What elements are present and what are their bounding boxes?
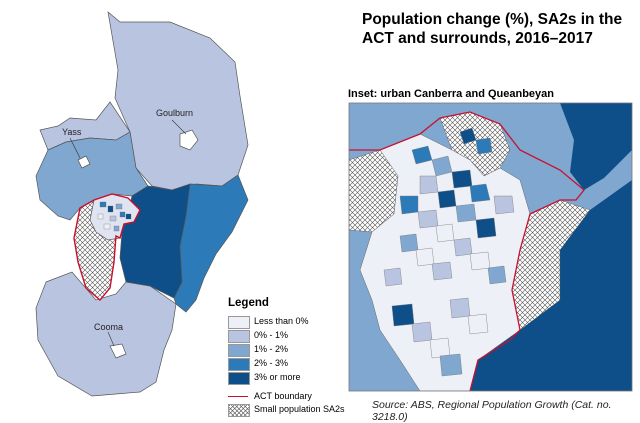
town-label-yass: Yass xyxy=(62,127,82,137)
town-markers xyxy=(77,129,199,359)
inset-sa2-tiles xyxy=(383,127,515,377)
hatch-pattern-icon xyxy=(228,404,250,417)
legend-swatch xyxy=(228,372,250,385)
town-label-cooma: Cooma xyxy=(94,322,124,332)
act-boundary-main xyxy=(73,193,141,301)
map-title: Population change (%), SA2s in the ACT a… xyxy=(362,11,623,47)
act-boundary-line-icon xyxy=(228,396,248,397)
inset-southeast-dark xyxy=(470,180,632,391)
regional-map xyxy=(35,11,249,397)
inset-frame xyxy=(348,102,633,392)
yass-town-area xyxy=(77,155,91,169)
legend-title: Legend xyxy=(228,297,269,309)
legend-label: 3% or more xyxy=(254,372,301,382)
region-cooma xyxy=(35,271,177,397)
region-palerang-east xyxy=(173,174,249,313)
town-leader-lines xyxy=(69,119,187,347)
legend-swatch xyxy=(228,358,250,371)
act-urban-detail xyxy=(97,201,132,232)
legend-swatch xyxy=(228,344,250,357)
legend-label: 2% - 3% xyxy=(254,358,289,368)
legend-label: 0% - 1% xyxy=(254,330,289,340)
inset-label: Inset: urban Canberra and Queanbeyan xyxy=(348,88,554,100)
act-boundary-inset xyxy=(349,111,585,391)
source-note: Source: ABS, Regional Population Growth … xyxy=(372,399,612,423)
inset-northeast-dark xyxy=(560,103,632,190)
inset-map xyxy=(349,103,632,391)
goulburn-town-area xyxy=(179,129,199,151)
legend-swatch xyxy=(228,330,250,343)
legend-swatch xyxy=(228,316,250,329)
region-yass xyxy=(35,131,149,221)
legend-label: ACT boundary xyxy=(254,391,312,401)
cooma-town-area xyxy=(109,343,127,359)
legend-label: Small population SA2s xyxy=(254,404,345,414)
legend-label: 1% - 2% xyxy=(254,344,289,354)
legend-label: Less than 0% xyxy=(254,316,309,326)
town-label-goulburn: Goulburn xyxy=(156,108,194,118)
